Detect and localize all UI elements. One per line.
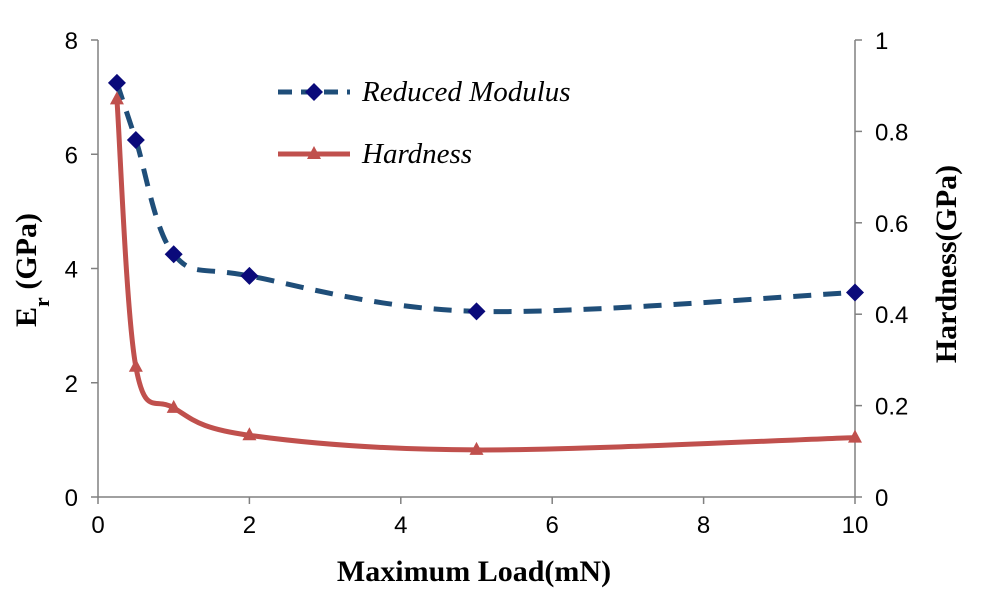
- legend-marker-hardness: [307, 146, 321, 159]
- y-axis-title: Er (GPa): [10, 213, 54, 327]
- data-point-reduced-modulus: [107, 73, 126, 92]
- series-line-reduced-modulus: [114, 82, 856, 315]
- data-point-hardness: [109, 91, 124, 105]
- y-tick-label: 8: [65, 28, 78, 55]
- x-axis-title: Maximum Load(mN): [337, 555, 611, 588]
- legend: Reduced Modulus Hardness: [278, 76, 571, 170]
- data-point-hardness: [242, 427, 257, 441]
- y2-tick-label: 0.4: [875, 302, 908, 329]
- y-tick-label: 6: [65, 142, 78, 169]
- data-point-reduced-modulus: [467, 302, 486, 321]
- y-tick-label: 4: [65, 257, 78, 284]
- data-point-reduced-modulus: [126, 130, 145, 149]
- y-tick-label: 0: [65, 485, 78, 512]
- y2-tick-label: 1: [875, 28, 888, 55]
- y2-tick-label: 0.8: [875, 119, 908, 146]
- series-line-hardness: [114, 99, 856, 453]
- data-point-hardness: [469, 441, 484, 455]
- x-tick-label: 4: [394, 512, 407, 539]
- x-tick-label: 10: [842, 512, 869, 539]
- data-point-hardness: [848, 429, 862, 443]
- legend-label-hardness: Hardness: [361, 138, 472, 170]
- y2-tick-label: 0.6: [875, 211, 908, 238]
- legend-marker-reduced-modulus: [305, 83, 323, 101]
- data-point-reduced-modulus: [164, 245, 183, 264]
- y-axis-title-sub: r: [29, 297, 54, 307]
- series-layer: [107, 73, 864, 455]
- data-point-reduced-modulus: [240, 266, 259, 285]
- x-tick-label: 0: [91, 512, 104, 539]
- data-point-hardness: [166, 399, 181, 413]
- x-tick-label: 2: [243, 512, 256, 539]
- y-axis-title-base: E: [10, 307, 43, 327]
- x-tick-label: 8: [697, 512, 710, 539]
- x-tick-label: 6: [546, 512, 559, 539]
- data-point-reduced-modulus: [846, 283, 864, 302]
- legend-label-reduced-modulus: Reduced Modulus: [361, 76, 571, 108]
- y2-axis-title: Hardness(GPa): [930, 165, 963, 363]
- data-point-hardness: [128, 358, 143, 372]
- y2-tick-label: 0.2: [875, 394, 908, 421]
- y2-tick-label: 0: [875, 485, 888, 512]
- y-tick-label: 2: [65, 371, 78, 398]
- y-axis-title-rest: (GPa): [10, 213, 43, 297]
